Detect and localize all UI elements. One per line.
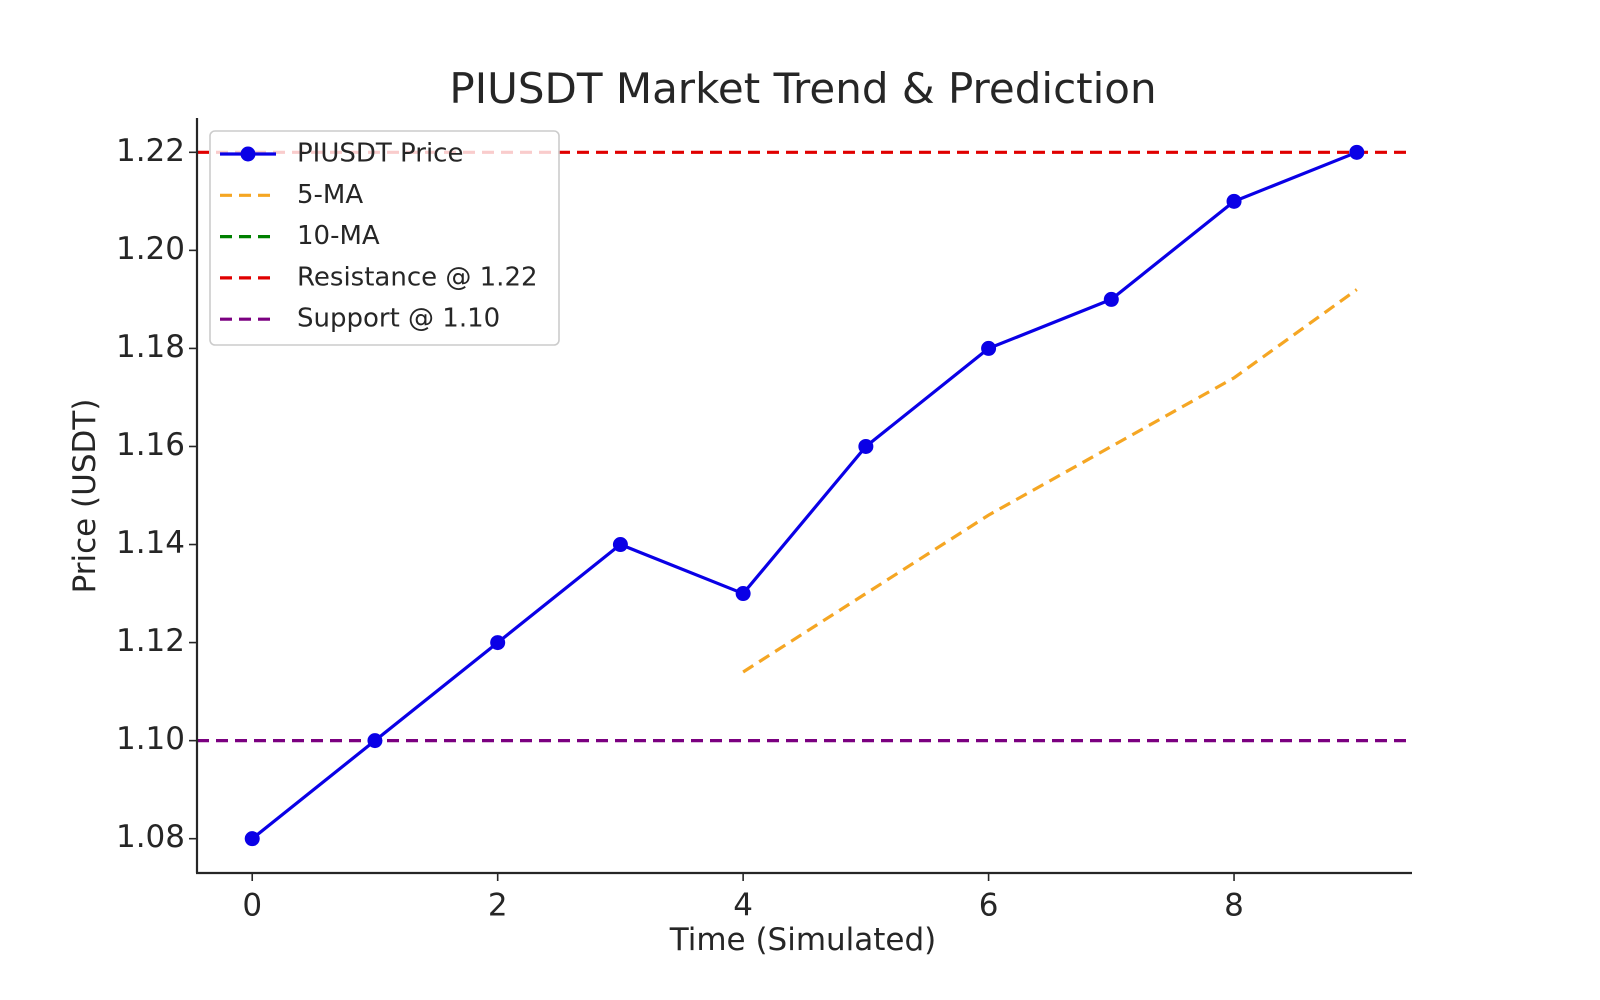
- y-tick-label: 1.22: [116, 133, 185, 169]
- legend-label: PIUSDT Price: [297, 139, 463, 169]
- y-tick-label: 1.12: [116, 623, 185, 659]
- ma-line: [742, 288, 1358, 674]
- price-point: [981, 340, 997, 356]
- plot-area: [197, 144, 1412, 847]
- x-tick-label: 8: [1224, 888, 1244, 924]
- price-point: [1226, 193, 1242, 209]
- price-line: [251, 150, 1358, 840]
- price-point: [1349, 144, 1365, 160]
- legend-label: Support @ 1.10: [297, 304, 500, 334]
- price-point: [244, 831, 260, 847]
- legend-marker: [240, 146, 256, 162]
- x-tick-label: 2: [488, 888, 508, 924]
- legend-box: [209, 130, 560, 346]
- price-point: [858, 438, 874, 454]
- legend-label: 10-MA: [297, 221, 380, 251]
- price-point: [735, 586, 751, 602]
- x-ticks: 0 2 4 6 8: [242, 873, 1244, 924]
- axes: [195, 118, 1412, 875]
- x-tick-label: 0: [242, 888, 262, 924]
- chart-title: PIUSDT Market Trend & Prediction: [449, 64, 1156, 113]
- x-tick-label: 4: [733, 888, 753, 924]
- price-point: [612, 537, 628, 553]
- x-axis-label: Time (Simulated): [669, 922, 937, 958]
- y-ticks: 1.08 1.10 1.12 1.14 1.16 1.18 1.20 1.22: [116, 133, 197, 855]
- price-point: [490, 635, 506, 651]
- y-tick-label: 1.16: [116, 427, 185, 463]
- legend: PIUSDT Price 5-MA 10-MA Resistance @ 1.22 Su…: [209, 130, 560, 346]
- legend-label: Resistance @ 1.22: [297, 262, 538, 292]
- y-axis-label: Price (USDT): [67, 399, 103, 594]
- price-point: [1103, 291, 1119, 307]
- y-tick-label: 1.14: [116, 525, 185, 561]
- y-tick-label: 1.18: [116, 329, 185, 365]
- y-tick-label: 1.20: [116, 231, 185, 267]
- y-tick-label: 1.10: [116, 721, 185, 757]
- x-tick-label: 6: [979, 888, 999, 924]
- price-point: [367, 733, 383, 749]
- y-tick-label: 1.08: [116, 819, 185, 855]
- legend-label: 5-MA: [297, 180, 363, 210]
